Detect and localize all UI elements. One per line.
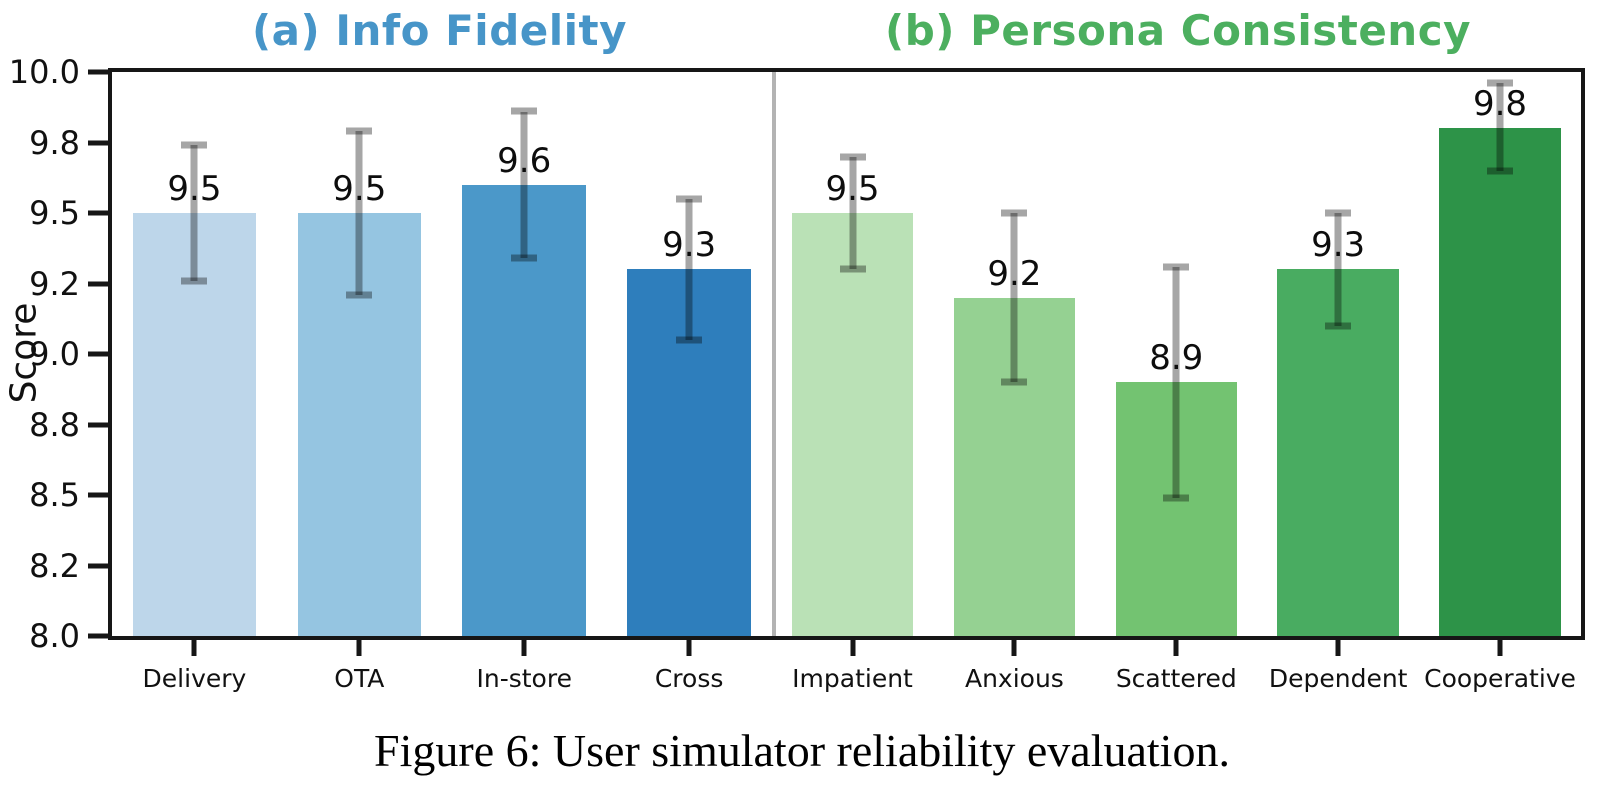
error-cap-top (346, 127, 373, 135)
x-tick-mark (1497, 636, 1503, 656)
bar-value-label: 9.8 (1472, 84, 1528, 125)
error-cap-bottom (1325, 322, 1352, 330)
bar-slot-dependent: Dependent 9.3 (1257, 72, 1419, 693)
error-cap-bottom (1163, 494, 1190, 502)
x-tick-mark (686, 636, 692, 656)
y-tick-label: 8.8 (29, 405, 80, 444)
bar-cooperative (1439, 128, 1561, 636)
bar-slot-cross: Cross 9.3 (607, 72, 772, 693)
error-bar-cooperative (1496, 83, 1504, 171)
figure-caption: Figure 6: User simulator reliability eva… (374, 725, 1230, 776)
x-tick-label-in-store: In-store (476, 664, 572, 693)
bar-value-label: 9.6 (497, 140, 552, 181)
bar-slot-cooperative: Cooperative 9.8 (1419, 72, 1581, 693)
error-cap-bottom (676, 336, 703, 344)
error-bar-in-store (520, 111, 528, 259)
bar-slot-impatient: Impatient 9.5 (772, 72, 934, 693)
x-tick-mark (356, 636, 362, 656)
y-tick-label: 9.0 (29, 335, 80, 373)
panel-info-fidelity: Delivery 9.5 OTA 9.5 In-store 9.6 Cross 9.3 (112, 72, 772, 693)
bar-in-store (462, 184, 587, 636)
bar-value-label: 9.5 (167, 169, 222, 209)
y-tick-mark (88, 422, 108, 427)
error-bar-anxious (1010, 213, 1018, 383)
bar-value-label: 9.3 (662, 225, 717, 266)
y-tick-mark (88, 351, 108, 357)
error-bar-impatient (849, 156, 857, 270)
error-cap-top (676, 195, 703, 203)
error-cap-top (511, 107, 538, 115)
bar-value-label: 9.5 (825, 169, 880, 209)
bar-value-label: 9.3 (1311, 225, 1366, 266)
bar-dependent (1277, 269, 1399, 636)
bar-slot-delivery: Delivery 9.5 (112, 72, 277, 693)
y-tick-label: 10.0 (8, 53, 80, 91)
bar-value-label: 9.2 (987, 253, 1042, 294)
error-bar-delivery (190, 145, 198, 281)
x-tick-label-delivery: Delivery (142, 664, 247, 693)
error-bar-ota (355, 131, 363, 295)
x-tick-mark (1011, 636, 1017, 656)
bar-ota (297, 213, 422, 636)
error-bar-scattered (1172, 266, 1180, 498)
x-tick-label-impatient: Impatient (792, 664, 913, 693)
x-tick-label-cooperative: Cooperative (1424, 664, 1576, 693)
error-cap-top (839, 153, 866, 161)
panel-b-title: (b) Persona Consistency (885, 6, 1471, 55)
error-cap-bottom (1001, 378, 1028, 386)
bar-cross (627, 269, 751, 636)
y-tick-label: 9.5 (29, 194, 80, 232)
bar-slot-anxious: Anxious 9.2 (933, 72, 1095, 693)
error-cap-bottom (511, 254, 538, 262)
error-cap-top (181, 141, 208, 149)
x-tick-label-scattered: Scattered (1115, 664, 1237, 693)
bar-delivery (132, 213, 257, 636)
bar-slot-in-store: In-store 9.6 (442, 72, 607, 693)
x-tick-mark (1173, 636, 1179, 656)
error-cap-top (1001, 209, 1028, 217)
bar-value-label: 9.5 (332, 169, 387, 209)
error-cap-top (1487, 79, 1514, 87)
error-cap-bottom (1487, 167, 1514, 175)
bar-scattered (1115, 382, 1237, 636)
plot-area: Delivery 9.5 OTA 9.5 In-store 9.6 Cross 9.3 Imp… (9, 56, 1585, 693)
y-tick-mark (88, 69, 108, 75)
error-bar-dependent (1334, 213, 1342, 326)
y-tick-mark (88, 492, 108, 498)
y-tick-mark (88, 281, 108, 286)
x-tick-label-cross: Cross (654, 664, 724, 693)
panel-a-title: (a) Info Fidelity (251, 6, 627, 55)
bar-slot-ota: OTA 9.5 (277, 72, 442, 693)
x-tick-mark (521, 636, 527, 656)
error-bar-cross (685, 198, 693, 340)
x-tick-mark (191, 636, 197, 656)
bar-anxious (953, 297, 1076, 636)
error-cap-top (1325, 209, 1352, 217)
x-tick-label-ota: OTA (334, 664, 385, 693)
x-tick-mark (1335, 636, 1341, 656)
y-tick-label: 8.0 (29, 617, 80, 655)
y-tick-mark (88, 563, 108, 568)
bar-value-label: 8.9 (1149, 338, 1204, 379)
y-tick-mark (88, 140, 108, 145)
y-tick-mark (88, 210, 108, 216)
y-tick-mark (88, 633, 108, 639)
y-tick-label: 9.2 (29, 264, 80, 303)
x-tick-label-dependent: Dependent (1268, 664, 1408, 693)
y-tick-label: 8.5 (29, 476, 80, 514)
panel-divider (771, 72, 776, 636)
bar-slot-scattered: Scattered 8.9 (1095, 72, 1257, 693)
error-cap-top (1163, 263, 1190, 271)
error-cap-bottom (181, 277, 208, 285)
x-tick-label-anxious: Anxious (964, 664, 1064, 693)
error-cap-bottom (839, 265, 866, 273)
bar-impatient (791, 213, 914, 636)
error-cap-bottom (346, 291, 373, 299)
panel-persona-consistency: Impatient 9.5 Anxious 9.2 Scattered 8.9 Depend… (772, 72, 1581, 693)
x-tick-mark (850, 636, 856, 656)
y-tick-label: 8.2 (29, 546, 80, 585)
y-tick-label: 9.8 (29, 123, 80, 162)
